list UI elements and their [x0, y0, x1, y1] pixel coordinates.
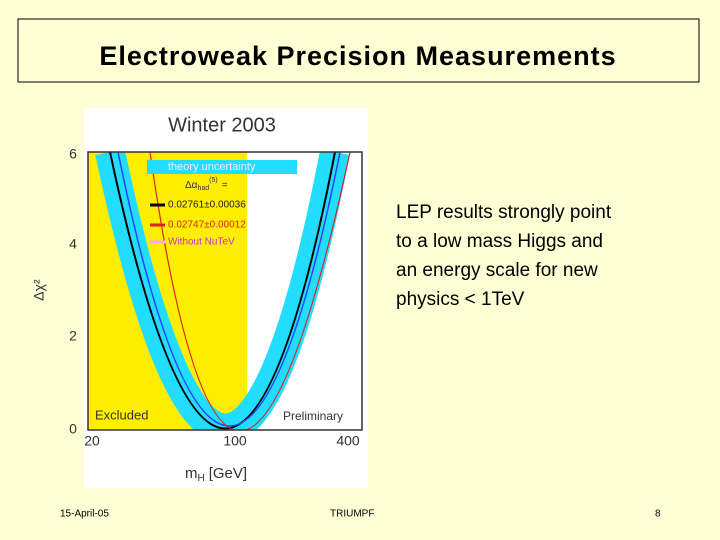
- footer-org: TRIUMPF: [330, 509, 374, 520]
- title-box: [17, 18, 700, 83]
- y-tick-label: 6: [69, 146, 77, 162]
- legend-band: [147, 160, 297, 174]
- fit-curve: [109, 152, 336, 430]
- legend-header: Δαhad(5) =: [185, 177, 228, 192]
- plot-frame: [87, 151, 363, 431]
- fit-curve-alt: [117, 152, 341, 427]
- body-line: physics < 1TeV: [396, 289, 525, 310]
- legend-entry: Without NuTeV: [168, 237, 235, 248]
- body-text: LEP results strongly point to a low mass…: [396, 202, 612, 310]
- plot-area: theory uncertainty Δαhad(5) = 0.02761±0.0…: [88, 152, 362, 430]
- legend-band-label: theory uncertainty: [168, 161, 256, 173]
- x-ticks: 20 100 400: [84, 433, 360, 449]
- nutev-curve: [149, 152, 351, 430]
- figure-title: Winter 2003: [168, 114, 276, 136]
- x-axis-label: mH [GeV]: [185, 465, 247, 484]
- body-line: to a low mass Higgs and: [396, 231, 603, 252]
- preliminary-label: Preliminary: [283, 409, 343, 423]
- footer-date: 15-April-05: [60, 509, 109, 520]
- legend-entry: 0.02761±0.00036: [168, 200, 246, 211]
- x-tick-label: 400: [336, 433, 360, 449]
- x-tick-label: 100: [223, 433, 247, 449]
- x-tick-label: 20: [84, 433, 100, 449]
- y-ticks: 0 2 4 6: [69, 146, 77, 437]
- excluded-label: Excluded: [95, 407, 148, 422]
- legend-entry: 0.02747±0.00012: [168, 220, 246, 231]
- y-tick-label: 4: [69, 236, 77, 252]
- body-line: LEP results strongly point: [396, 202, 612, 223]
- y-axis-label: Δχ²: [31, 279, 47, 301]
- body-line: an energy scale for new: [396, 260, 598, 281]
- slide-title: Electroweak Precision Measurements: [99, 41, 616, 71]
- y-tick-label: 2: [69, 328, 77, 344]
- y-tick-label: 0: [69, 421, 77, 437]
- footer-page: 8: [655, 509, 661, 520]
